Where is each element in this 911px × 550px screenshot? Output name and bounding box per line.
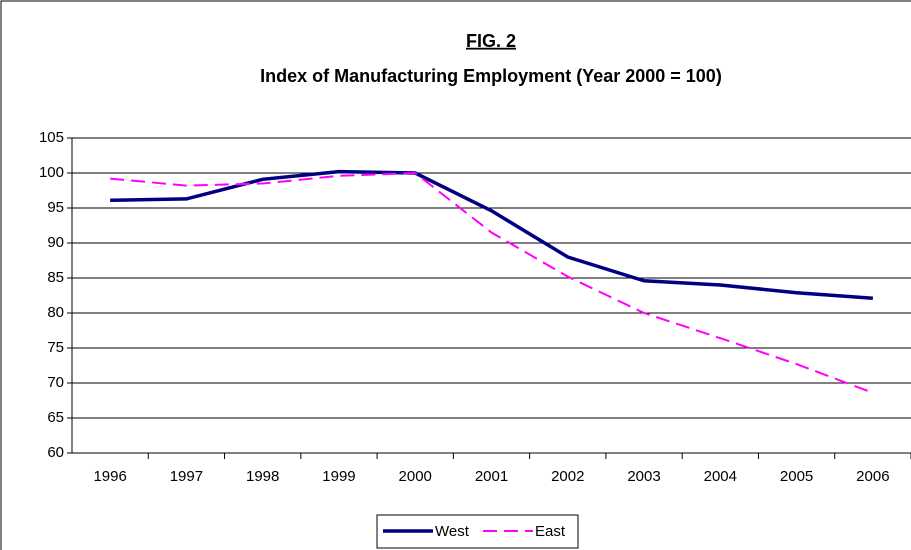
x-tick-label: 2005 [780, 468, 813, 485]
y-tick-label: 60 [47, 444, 64, 461]
x-tick-label: 2006 [856, 468, 889, 485]
y-tick-label: 90 [47, 234, 64, 251]
chart-subtitle: Index of Manufacturing Employment (Year … [260, 66, 722, 86]
y-tick-label: 100 [39, 164, 64, 181]
y-tick-label: 75 [47, 339, 64, 356]
x-tick-label: 1996 [93, 468, 126, 485]
y-tick-label: 105 [39, 129, 64, 146]
x-tick-label: 1998 [246, 468, 279, 485]
y-tick-label: 80 [47, 304, 64, 321]
chart-title: FIG. 2 [466, 31, 516, 51]
line-series [110, 169, 873, 301]
legend-label: West [435, 523, 470, 540]
x-tick-label: 1997 [170, 468, 203, 485]
x-tick-label: 2004 [704, 468, 737, 485]
x-tick-label: 1999 [322, 468, 355, 485]
y-tick-label: 85 [47, 269, 64, 286]
x-tick-label: 2001 [475, 468, 508, 485]
x-tick-label: 2002 [551, 468, 584, 485]
y-tick-label: 70 [47, 374, 64, 391]
x-tick-label: 2000 [399, 468, 432, 485]
y-tick-label: 95 [47, 199, 64, 216]
x-tick-label: 2003 [627, 468, 660, 485]
legend-label: East [535, 523, 566, 540]
line-series [110, 171, 874, 394]
y-tick-label: 65 [47, 409, 64, 426]
